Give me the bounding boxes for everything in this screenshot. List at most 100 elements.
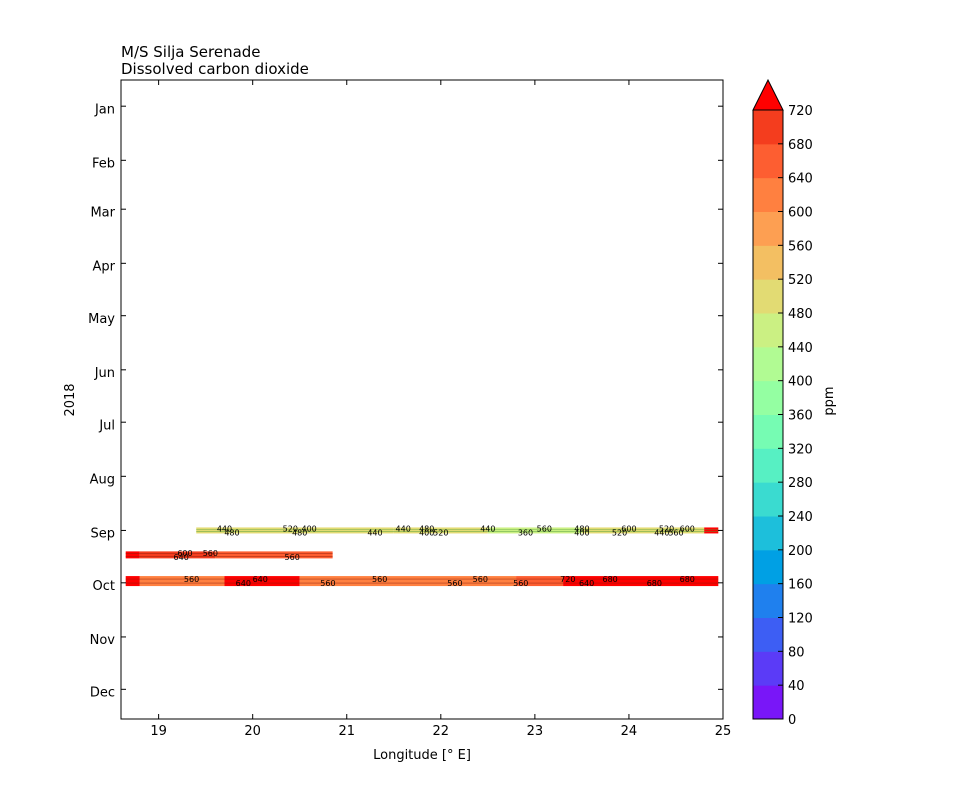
colorbar-bin xyxy=(753,245,783,280)
contour-label: 560 xyxy=(184,575,199,584)
contour-label: 680 xyxy=(602,575,617,584)
y-tick-label: Jul xyxy=(98,418,115,433)
contour-label: 480 xyxy=(419,524,434,533)
colorbar-bin xyxy=(753,583,783,618)
contour-label: 480 xyxy=(292,528,307,537)
track-segment xyxy=(393,527,488,534)
colorbar-bin xyxy=(753,617,783,652)
track-segment xyxy=(299,527,394,534)
colorbar-tick-label: 280 xyxy=(788,476,813,491)
colorbar-tick-label: 160 xyxy=(788,578,813,593)
colorbar-tick-label: 80 xyxy=(788,645,805,660)
contour-label: 440 xyxy=(367,528,382,537)
colorbar-tick-label: 400 xyxy=(788,375,813,390)
colorbar-bin xyxy=(753,685,783,720)
y-tick-label: May xyxy=(88,312,115,327)
contour-label: 560 xyxy=(372,575,387,584)
contour-label: 560 xyxy=(285,553,300,562)
track-segment xyxy=(516,576,564,587)
x-axis-ticks: 19 20 21 22 23 24 25 xyxy=(150,80,731,739)
colorbar-bin xyxy=(753,482,783,517)
colorbar-bin xyxy=(753,110,783,145)
colorbar: 0 40 80 120 160 200 240 280 320 360 400 440 480 520 56… xyxy=(752,78,813,728)
colorbar-tick-label: 40 xyxy=(788,679,805,694)
colorbar-bin xyxy=(753,211,783,246)
contour-label: 440 xyxy=(654,528,669,537)
contour-label: 560 xyxy=(473,575,488,584)
contour-label: 520 xyxy=(283,524,298,533)
contour-label: 480 xyxy=(574,524,589,533)
track-segment xyxy=(196,527,300,534)
track-segment xyxy=(215,551,333,559)
chart-title-line-1: M/S Silja Serenade xyxy=(121,43,261,61)
y-axis-ticks: Jan Feb Mar Apr May Jun Jul Aug Sep Oct Nov Dec xyxy=(88,102,723,700)
contour-label: 560 xyxy=(203,549,218,558)
colorbar-tick-label: 440 xyxy=(788,341,813,356)
colorbar-tick-label: 120 xyxy=(788,612,813,627)
contour-label: 600 xyxy=(177,549,192,558)
contour-label: 720 xyxy=(560,575,575,584)
contour-label: 400 xyxy=(419,528,434,537)
y-tick-label: Apr xyxy=(93,259,116,274)
track-segment xyxy=(125,551,140,559)
colorbar-extend-arrow xyxy=(752,78,784,111)
contour-label: 560 xyxy=(320,579,335,588)
track-segment xyxy=(299,576,517,587)
track-segment xyxy=(139,576,225,587)
colorbar-tick-label: 360 xyxy=(788,409,813,424)
y-tick-label: Dec xyxy=(90,685,115,700)
contour-label: 400 xyxy=(574,528,589,537)
y-tick-label: Oct xyxy=(93,579,115,594)
colorbar-bin xyxy=(753,448,783,483)
y-tick-label: Sep xyxy=(90,527,115,542)
contour-label: 400 xyxy=(301,524,316,533)
y-tick-label: Jan xyxy=(94,102,115,117)
contour-label: 440 xyxy=(396,524,411,533)
contour-label: 640 xyxy=(174,553,189,562)
track-segment xyxy=(487,527,582,534)
x-tick-label: 24 xyxy=(621,724,638,739)
track-segment xyxy=(224,576,300,587)
track-segment xyxy=(563,576,719,587)
x-tick-label: 20 xyxy=(244,724,261,739)
colorbar-bin xyxy=(753,651,783,686)
colorbar-tick-label: 200 xyxy=(788,544,813,559)
y-tick-label: Aug xyxy=(90,472,115,487)
contour-label: 560 xyxy=(513,579,528,588)
x-tick-label: 19 xyxy=(150,724,167,739)
chart-title-line-2: Dissolved carbon dioxide xyxy=(121,60,309,78)
colorbar-bin xyxy=(753,279,783,314)
contour-label: 680 xyxy=(680,575,695,584)
colorbar-label: ppm xyxy=(822,386,837,415)
contour-label: 480 xyxy=(224,528,239,537)
contour-label: 440 xyxy=(480,524,495,533)
y-tick-label: Nov xyxy=(90,633,116,648)
contour-label: 640 xyxy=(253,575,268,584)
y-tick-label: Mar xyxy=(90,205,115,220)
colorbar-bin xyxy=(753,313,783,348)
colorbar-tick-label: 320 xyxy=(788,442,813,457)
colorbar-bin xyxy=(753,143,783,179)
colorbar-tick-label: 720 xyxy=(788,104,813,119)
axes-frame xyxy=(120,79,724,720)
x-tick-label: 23 xyxy=(527,724,544,739)
contour-label: 600 xyxy=(621,524,636,533)
track-late-sep: 560 640 640 560 560 560 560 560 720 640 680 680 680 xyxy=(125,575,719,588)
contour-label: 640 xyxy=(236,579,251,588)
colorbar-bin xyxy=(753,177,783,212)
y-tick-label: Feb xyxy=(92,156,115,171)
colorbar-tick-label: 680 xyxy=(788,138,813,153)
contour-label: 520 xyxy=(612,528,627,537)
colorbar-tick-label: 640 xyxy=(788,172,813,187)
colorbar-bin xyxy=(753,414,783,449)
colorbar-tick-label: 240 xyxy=(788,510,813,525)
x-tick-label: 25 xyxy=(715,724,732,739)
contour-label: 600 xyxy=(680,524,695,533)
track-segment xyxy=(581,527,705,534)
x-tick-label: 22 xyxy=(433,724,450,739)
contour-label: 560 xyxy=(537,524,552,533)
colorbar-bin xyxy=(753,346,783,382)
